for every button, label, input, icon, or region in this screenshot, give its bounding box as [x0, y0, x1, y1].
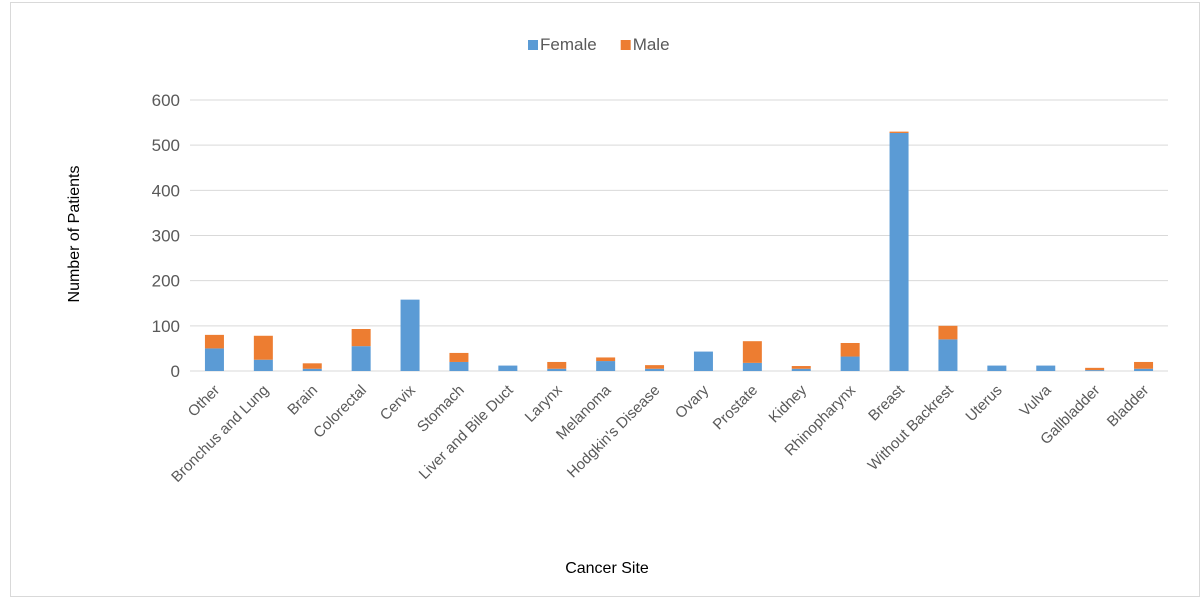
- bar-male-2: [302, 363, 322, 369]
- x-axis-title: Cancer Site: [565, 560, 649, 577]
- bar-female-8: [596, 361, 616, 371]
- chart-frame: [10, 2, 1200, 597]
- gridlines: [190, 99, 1168, 372]
- x-category-label: Colorectal: [310, 382, 370, 442]
- x-category-label: Other: [185, 382, 224, 421]
- x-category-label: Vulva: [1016, 381, 1055, 420]
- bar-male-18: [1085, 367, 1105, 371]
- x-category-label: Without Backrest: [865, 381, 958, 474]
- x-category-label: Breast: [865, 381, 908, 424]
- bar-female-5: [449, 361, 469, 371]
- legend: Female Male: [528, 35, 670, 54]
- bar-female-19: [1134, 368, 1154, 371]
- x-category-label: Uterus: [962, 382, 1005, 425]
- legend-label-male: Male: [633, 35, 670, 54]
- bar-male-13: [840, 342, 860, 357]
- x-category-label: Kidney: [766, 381, 811, 426]
- x-category-label: Larynx: [522, 381, 566, 425]
- y-axis-ticks: 0 100 200 300 400 500 600: [152, 91, 180, 381]
- bar-male-5: [449, 352, 469, 362]
- x-category-label: Hodgkin's Disease: [564, 382, 664, 482]
- legend-swatch-male: [620, 40, 631, 50]
- x-category-label: Cervix: [377, 381, 419, 423]
- y-tick-label: 600: [152, 91, 180, 110]
- y-tick-label: 300: [152, 227, 180, 246]
- x-category-label: Liver and Bile Duct: [416, 381, 518, 483]
- bar-female-18: [1085, 370, 1105, 371]
- bar-male-11: [742, 341, 762, 363]
- bar-female-12: [791, 368, 811, 371]
- bar-male-1: [253, 335, 273, 360]
- x-category-label: Brain: [284, 382, 321, 419]
- bar-female-3: [351, 346, 371, 371]
- bar-female-4: [400, 299, 420, 371]
- bar-female-7: [547, 368, 567, 371]
- bar-female-13: [840, 356, 860, 371]
- y-tick-label: 400: [152, 181, 180, 200]
- bar-female-2: [302, 368, 322, 371]
- bar-female-10: [693, 351, 713, 371]
- y-tick-label: 0: [171, 362, 180, 381]
- x-category-label: Ovary: [672, 381, 713, 422]
- bar-female-9: [645, 368, 665, 371]
- bar-female-0: [204, 348, 224, 371]
- bar-male-12: [791, 366, 811, 369]
- bar-female-11: [742, 362, 762, 371]
- bar-male-14: [889, 131, 909, 133]
- bar-male-19: [1134, 361, 1154, 369]
- bar-female-15: [938, 339, 958, 371]
- x-category-label: Bladder: [1104, 382, 1153, 431]
- legend-swatch-female: [528, 40, 538, 50]
- y-tick-label: 200: [152, 272, 180, 291]
- bar-female-14: [889, 132, 909, 371]
- bar-male-7: [547, 361, 567, 369]
- bar-male-15: [938, 325, 958, 340]
- bar-male-8: [596, 357, 616, 362]
- y-tick-label: 500: [152, 136, 180, 155]
- y-axis-title: Number of Patients: [66, 166, 83, 303]
- y-tick-label: 100: [152, 317, 180, 336]
- bar-female-17: [1036, 365, 1056, 371]
- legend-label-female: Female: [540, 35, 597, 54]
- bar-female-16: [987, 365, 1007, 371]
- x-category-label: Bronchus and Lung: [168, 382, 272, 486]
- bar-female-6: [498, 365, 518, 371]
- bar-male-9: [645, 365, 665, 369]
- bar-male-0: [204, 334, 224, 349]
- bar-male-3: [351, 328, 371, 347]
- bar-female-1: [253, 359, 273, 371]
- bars: [204, 131, 1154, 371]
- x-category-label: Prostate: [710, 382, 762, 434]
